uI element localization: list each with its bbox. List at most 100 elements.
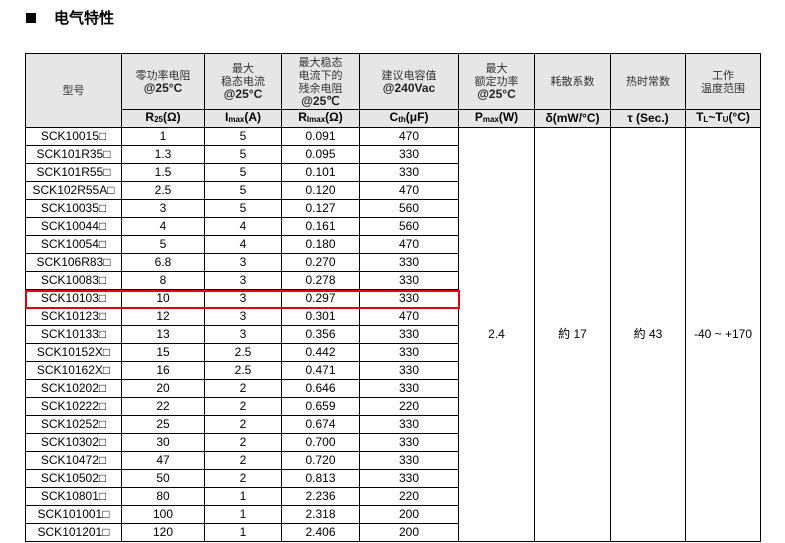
table-cell: 15: [121, 343, 205, 362]
section-title: 电气特性: [26, 8, 118, 28]
table-cell: 3: [204, 253, 282, 272]
table-cell: 2: [204, 469, 282, 488]
table-cell: 560: [359, 217, 459, 236]
table-cell: 47: [121, 451, 205, 470]
header-condition: @25℃: [301, 93, 340, 108]
table-cell: 22: [121, 397, 205, 416]
column-header: 耗散系数: [534, 53, 611, 110]
table-row: SCK10302□ 30 2 0.700 330: [25, 433, 761, 452]
table-cell: 120: [121, 523, 205, 542]
table-cell: SCK101R55□: [25, 163, 122, 182]
shared-temp-range: -40 ~ +170: [685, 127, 761, 542]
table-cell: 2.318: [281, 505, 360, 524]
table-cell: 2.5: [204, 343, 282, 362]
table-cell: 0.270: [281, 253, 360, 272]
table-cell: 12: [121, 307, 205, 326]
table-row: SCK101001□ 100 1 2.318 200: [25, 505, 761, 524]
header-condition: @25°C: [223, 87, 263, 101]
header-cn: 工作 温度范围: [701, 68, 745, 95]
table-cell: 1: [204, 505, 282, 524]
table-cell: 25: [121, 415, 205, 434]
table-cell: 0.278: [281, 271, 360, 290]
table-cell: 0.471: [281, 361, 360, 380]
table-cell: 560: [359, 199, 459, 218]
table-cell: SCK10103□: [25, 289, 122, 308]
table-cell: SCK101001□: [25, 505, 122, 524]
table-cell: 2: [204, 415, 282, 434]
column-header: 最大 稳态电流 @25°C: [204, 53, 282, 110]
section-title-text: 电气特性: [54, 9, 115, 27]
table-cell: 0.297: [281, 289, 360, 308]
column-header: 零功率电阻 @25°C: [121, 53, 205, 110]
table-cell: 330: [359, 415, 459, 434]
table-row: SCK10801□ 80 1 2.236 220: [25, 487, 761, 506]
table-cell: SCK10252□: [25, 415, 122, 434]
table-cell: SCK10123□: [25, 307, 122, 326]
table-row: SCK10035□ 3 5 0.127 560: [25, 199, 761, 218]
unit-header: Cth(μF): [359, 109, 459, 128]
table-cell: SCK10035□: [25, 199, 122, 218]
table-cell: 200: [359, 523, 459, 542]
shared-dissipation: 約 17: [534, 127, 611, 542]
table-cell: 3: [204, 289, 282, 308]
table-cell: SCK101R35□: [25, 145, 122, 164]
header-cn: 耗散系数: [550, 75, 595, 88]
table-cell: 330: [359, 343, 459, 362]
table-cell: 4: [204, 235, 282, 254]
column-header: 热时常数: [610, 53, 686, 110]
table-cell: 0.813: [281, 469, 360, 488]
column-header: 最大 额定功率 @25°C: [458, 53, 535, 110]
column-header: 工作 温度范围: [685, 53, 761, 110]
header-condition: @25°C: [143, 80, 183, 95]
header-cn: 最大 额定功率: [474, 62, 519, 88]
table-cell: SCK10502□: [25, 469, 122, 488]
table-cell: SCK10015□: [25, 127, 122, 146]
table-cell: 10: [121, 289, 205, 308]
table-cell: 0.301: [281, 307, 360, 326]
table-cell: 2: [204, 433, 282, 452]
table-cell: 330: [359, 289, 459, 308]
unit-header: Imax(A): [204, 109, 282, 128]
table-cell: 2.236: [281, 487, 360, 506]
table-cell: 470: [359, 181, 459, 200]
table-row: SCK10083□ 8 3 0.278 330: [25, 271, 761, 290]
unit-header: RImax(Ω): [281, 109, 360, 128]
table-cell: SCK10133□: [25, 325, 122, 344]
table-row: SCK101201□ 120 1 2.406 200: [25, 523, 761, 542]
table-cell: 330: [359, 469, 459, 488]
table-cell: SCK10054□: [25, 235, 122, 254]
table-cell: 8: [121, 271, 205, 290]
table-cell: SCK10222□: [25, 397, 122, 416]
table-cell: 5: [204, 199, 282, 218]
table-cell: 330: [359, 451, 459, 470]
table-cell: SCK102R55A□: [25, 181, 122, 200]
table-cell: SCK10044□: [25, 217, 122, 236]
table-cell: 5: [204, 163, 282, 182]
table-cell: 6.8: [121, 253, 205, 272]
header-cn: 热时常数: [626, 75, 670, 88]
unit-header: τ (Sec.): [610, 109, 686, 128]
table-row: SCK106R83□ 6.8 3 0.270 330: [25, 253, 761, 272]
table-cell: 0.161: [281, 217, 360, 236]
unit-header: R25(Ω): [121, 109, 205, 128]
table-cell: 2.406: [281, 523, 360, 542]
table-cell: 1: [121, 127, 205, 146]
table-cell: 1: [204, 487, 282, 506]
table-cell: 220: [359, 397, 459, 416]
table-cell: 200: [359, 505, 459, 524]
table-cell: SCK10162X□: [25, 361, 122, 380]
header-cn: 零功率电阻: [135, 68, 191, 82]
header-condition: @25°C: [477, 87, 516, 101]
table-cell: SCK10202□: [25, 379, 122, 398]
header-cn: 建议电容值: [381, 68, 437, 82]
table-row: SCK10015□ 1 5 0.091 470 2.4 約 17 約 43 -40 ~ +170: [25, 127, 761, 542]
table-cell: 330: [359, 325, 459, 344]
table-cell: 0.646: [281, 379, 360, 398]
table-cell: 330: [359, 379, 459, 398]
table-cell: 13: [121, 325, 205, 344]
table-cell: 0.674: [281, 415, 360, 434]
table-cell: SCK10302□: [25, 433, 122, 452]
table-cell: 5: [204, 127, 282, 146]
table-row: SCK10222□ 22 2 0.659 220: [25, 397, 761, 416]
table-cell: 0.356: [281, 325, 360, 344]
